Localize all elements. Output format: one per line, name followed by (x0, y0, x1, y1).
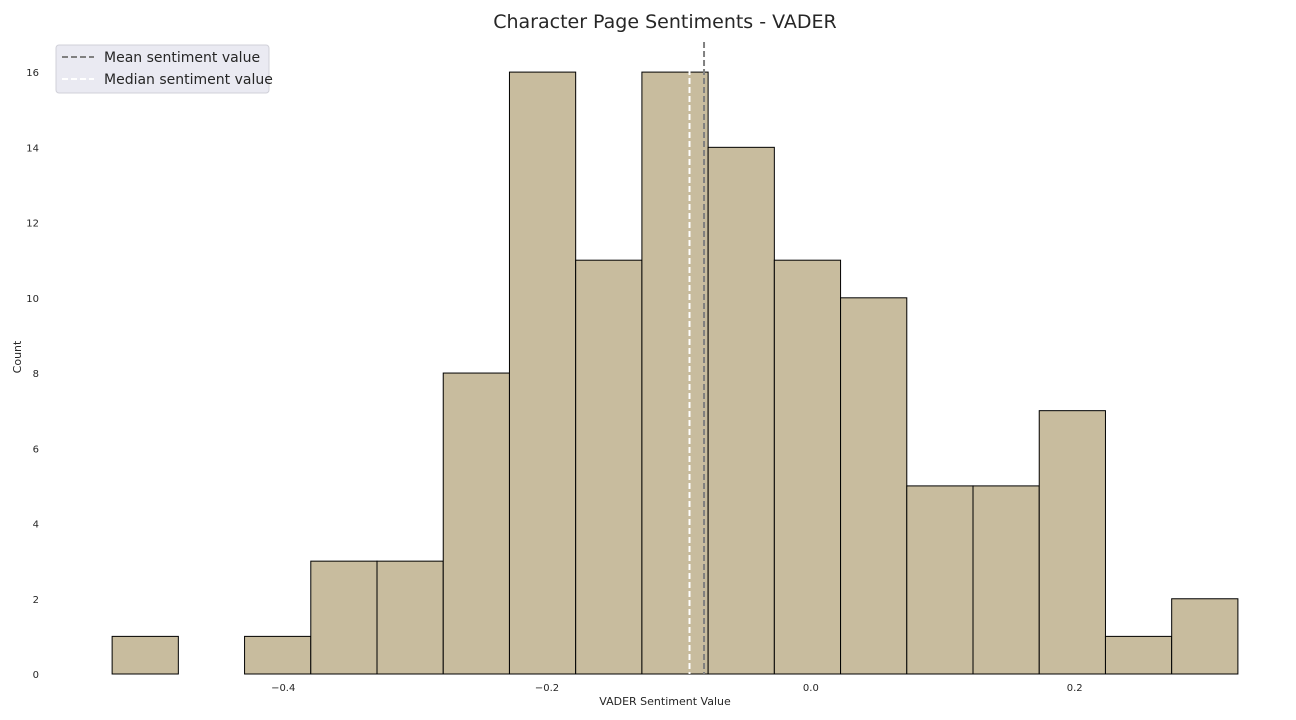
bars-layer (111, 71, 1239, 675)
histogram-bar (111, 635, 179, 675)
y-tick-label: 4 (33, 520, 39, 531)
histogram-bar (442, 372, 510, 675)
histogram-bar (575, 259, 643, 675)
histogram-bar (1038, 410, 1106, 675)
legend-median-label: Median sentiment value (104, 72, 273, 88)
chart-title: Character Page Sentiments - VADER (493, 11, 837, 33)
x-axis-label: VADER Sentiment Value (599, 695, 731, 708)
legend: Mean sentiment value Median sentiment va… (55, 44, 273, 94)
histogram-bar (376, 560, 444, 675)
y-tick-label: 10 (26, 294, 39, 305)
histogram-bar (244, 635, 312, 675)
histogram-bar (1104, 635, 1173, 675)
y-tick-label: 16 (26, 68, 39, 79)
histogram-bar (972, 485, 1040, 675)
x-tick-labels: −0.4 −0.2 0.0 0.2 (271, 683, 1083, 694)
histogram-bar (707, 146, 775, 675)
y-axis-label: Count (11, 340, 24, 373)
y-tick-labels: 0 2 4 6 8 10 12 14 16 (26, 68, 39, 681)
y-tick-label: 12 (26, 219, 39, 230)
legend-box (55, 44, 270, 94)
histogram-bar (1171, 598, 1239, 675)
x-tick-label: 0.2 (1067, 683, 1083, 694)
y-tick-label: 8 (33, 369, 39, 380)
histogram-bar (508, 71, 577, 675)
y-tick-label: 6 (33, 444, 39, 455)
y-tick-label: 0 (33, 670, 39, 681)
y-tick-label: 2 (33, 595, 39, 606)
reference-lines-layer (688, 42, 706, 674)
x-tick-label: −0.4 (271, 683, 295, 694)
histogram-bar (773, 259, 842, 675)
x-tick-label: 0.0 (803, 683, 819, 694)
histogram-bar (641, 71, 709, 675)
y-tick-label: 14 (26, 143, 39, 154)
legend-mean-label: Mean sentiment value (104, 50, 260, 66)
histogram-bar (906, 485, 974, 675)
histogram-bar (840, 297, 908, 675)
histogram-bar (310, 560, 378, 675)
x-tick-label: −0.2 (535, 683, 559, 694)
